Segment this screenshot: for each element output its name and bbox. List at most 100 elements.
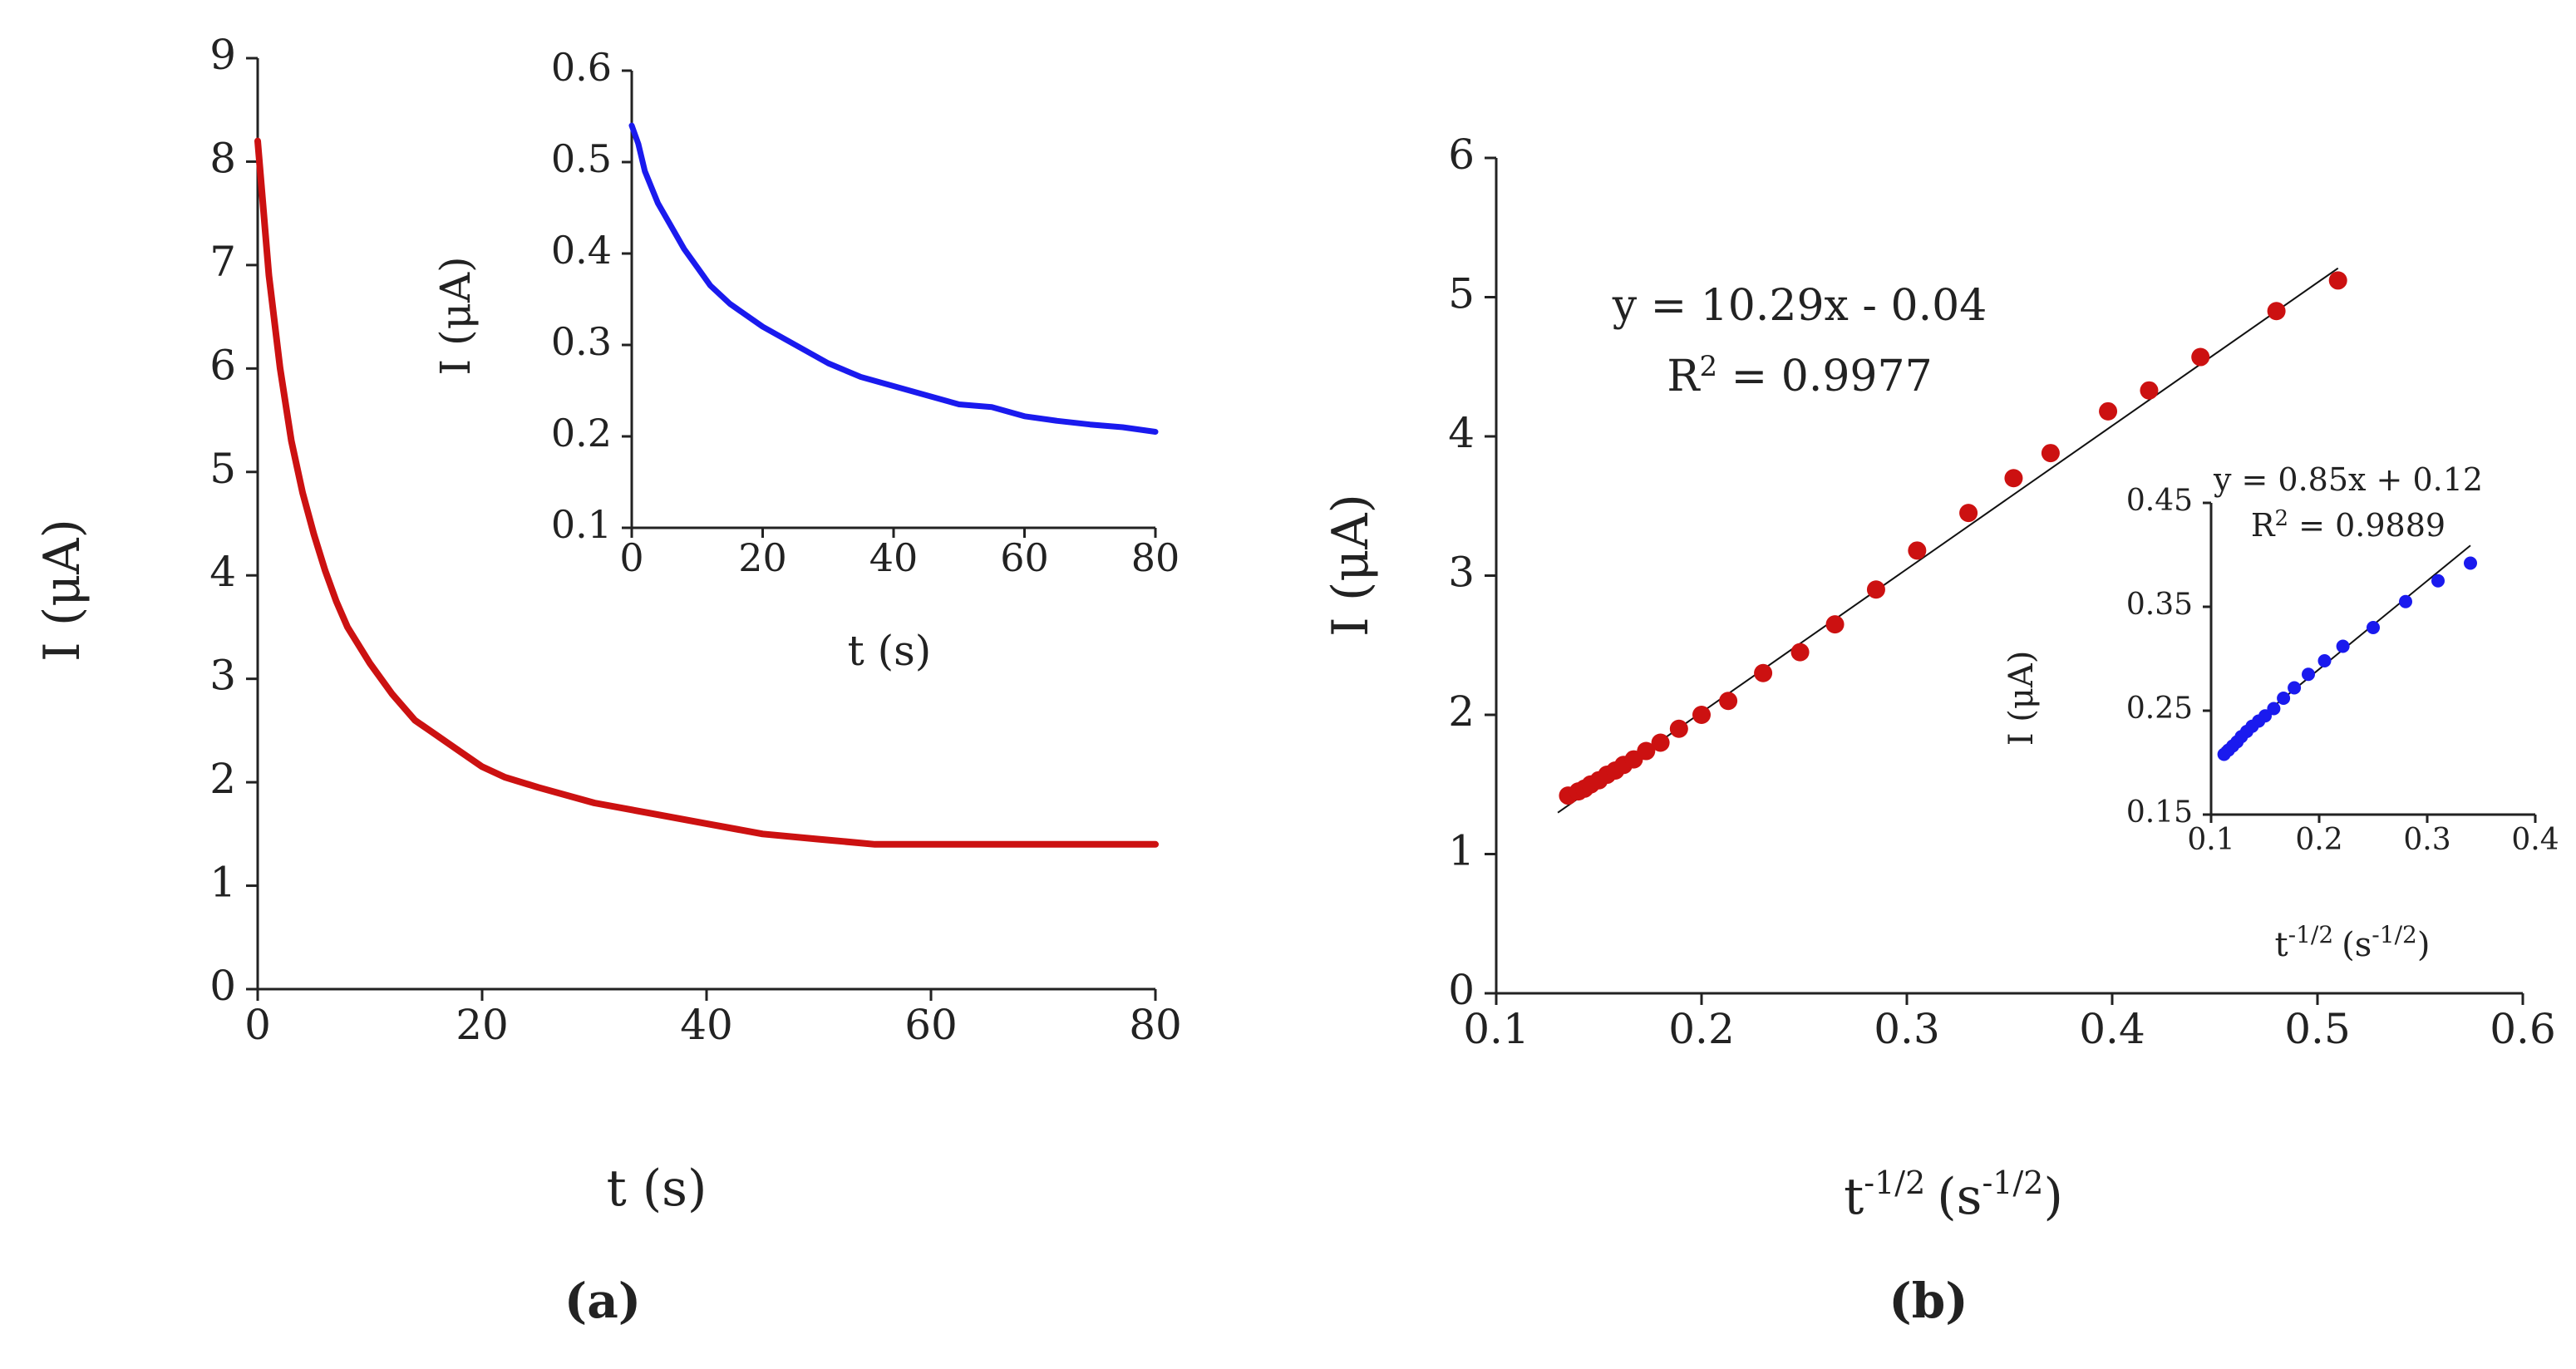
data-point [1825,615,1845,634]
y-tick-label: 1 [1448,827,1475,875]
y-tick-label: 3 [209,652,236,700]
data-point [2267,702,2281,716]
x-tick-label: 20 [738,535,787,580]
y-tick-label: 0.15 [2126,795,2193,830]
x-tick-label: 80 [1131,535,1180,580]
x-tick-label: 0.2 [1668,1005,1735,1053]
panel-a-inset-chart: 0.1 0.2 0.3 0.4 0.5 0.6 0 20 40 60 80 t (s) I (μA) [431,45,1180,675]
data-point [2041,444,2060,463]
data-point [2004,469,2023,488]
data-point [1719,692,1738,711]
x-tick-label: 0.1 [2187,823,2234,857]
series-line [254,137,1159,848]
panel-b-inset-axes: 0.15 0.25 0.35 0.45 0.1 0.2 0.3 0.4 [2126,484,2559,857]
panel-b-inset-equation: y = 0.85x + 0.12 [2213,461,2483,498]
y-tick-label: 0.4 [551,228,612,273]
panel-a-axes: 0 1 2 3 4 5 6 7 8 9 0 20 40 60 80 [209,31,1182,1049]
x-tick-label: 60 [1000,535,1049,580]
x-tick-label: 40 [869,535,919,580]
panel-b-inset-xlabel-unit-sup: -1/2 [2372,921,2417,948]
y-tick-label: 0.25 [2126,692,2193,726]
data-point [1651,733,1670,752]
data-point [2464,556,2477,570]
panel-b-inset-xlabel-close: ) [2417,926,2431,964]
panel-label-b: (b) [1889,1273,1968,1329]
panel-b-xlabel-var: t [1844,1168,1864,1226]
data-point [2431,574,2445,588]
y-tick-label: 2 [1448,687,1475,736]
panel-b-r2: R2 = 0.9977 [1667,350,1932,401]
y-tick-label: 0.45 [2126,484,2193,518]
x-tick-label: 0.5 [2284,1005,2351,1053]
data-point [1908,541,1927,560]
y-tick-label: 4 [209,548,236,596]
panel-b-inset-series [2217,556,2477,761]
data-point [1637,741,1656,761]
panel-b-xlabel-close: ) [2043,1168,2062,1226]
panel-b-xlabel-unit-sup: -1/2 [1982,1165,2043,1201]
x-tick-label: 80 [1129,1001,1182,1049]
y-tick-label: 0.5 [551,136,612,181]
y-tick-label: 0.6 [551,45,612,90]
panel-a-inset-ylabel: I (μA) [431,256,480,375]
y-tick-label: 0 [1448,966,1475,1014]
data-point [2267,302,2286,321]
panel-b-xlabel-var-sup: -1/2 [1864,1165,1925,1201]
panel-a-series [254,137,1159,848]
panel-b-xlabel: t-1/2 (s-1/2) [1844,1165,2063,1226]
panel-b-ylabel: I (μA) [1322,494,1380,637]
y-tick-label: 5 [209,445,236,493]
x-tick-label: 40 [680,1001,733,1049]
panel-b-inset-xlabel-unit: (s [2342,926,2372,964]
data-point [1692,706,1711,724]
panel-a-inset-series [628,122,1159,435]
panel-a-inset-axes: 0.1 0.2 0.3 0.4 0.5 0.6 0 20 40 60 80 [551,45,1180,580]
panel-b-series [1559,271,2347,805]
data-point [1959,504,1978,523]
y-tick-label: 0 [209,962,236,1010]
x-tick-label: 0 [619,535,643,580]
data-point [2317,654,2332,667]
x-tick-label: 0 [244,1001,271,1049]
data-point [2302,667,2315,682]
x-tick-label: 0.6 [2490,1005,2556,1053]
y-tick-label: 1 [209,859,236,907]
panel-b-r2-label: R [1667,352,1701,401]
data-point [2288,681,2302,695]
series-line [628,122,1159,435]
data-point [2099,401,2118,421]
panel-b-axes: 0 1 2 3 4 5 6 0.1 0.2 0.3 0.4 0.5 0.6 [1448,130,2556,1053]
x-tick-label: 0.4 [2511,823,2559,857]
y-tick-label: 6 [1448,130,1475,179]
panel-a-main-chart: 0 1 2 3 4 5 6 7 8 9 0 20 40 60 80 t (s) I (μA) [33,31,1182,1218]
data-point [1669,719,1688,738]
x-tick-label: 0.3 [1874,1005,1940,1053]
data-point [1866,580,1885,599]
panel-a-inset-xlabel: t (s) [848,627,932,675]
y-tick-label: 7 [209,238,236,286]
data-point [1790,643,1810,662]
panel-b-inset-xlabel-var-sup: -1/2 [2288,921,2334,948]
x-tick-label: 0.4 [2079,1005,2145,1053]
x-tick-label: 20 [456,1001,509,1049]
panel-b-equation: y = 10.29x - 0.04 [1612,281,1987,331]
y-tick-label: 0.2 [551,411,612,456]
panel-b-inset-r2-sup: 2 [2275,506,2289,531]
y-tick-label: 4 [1448,409,1475,457]
panel-b-inset-ylabel: I (μA) [2002,651,2041,746]
x-tick-label: 0.2 [2295,823,2342,857]
x-tick-label: 0.3 [2403,823,2450,857]
data-point [2336,639,2350,653]
panel-b-inset-xlabel: t-1/2 (s-1/2) [2275,921,2431,964]
panel-b-inset-r2: R2 = 0.9889 [2251,506,2445,544]
y-tick-label: 3 [1448,549,1475,597]
panel-b-r2-sup: 2 [1699,350,1717,383]
panel-b-inset-r2-label: R [2251,507,2276,544]
y-tick-label: 0.1 [551,502,612,547]
panel-b-inset-xlabel-var: t [2275,926,2288,964]
x-tick-label: 0.1 [1463,1005,1529,1053]
data-point [2399,594,2412,608]
panel-b-r2-value: = 0.9977 [1717,352,1933,401]
